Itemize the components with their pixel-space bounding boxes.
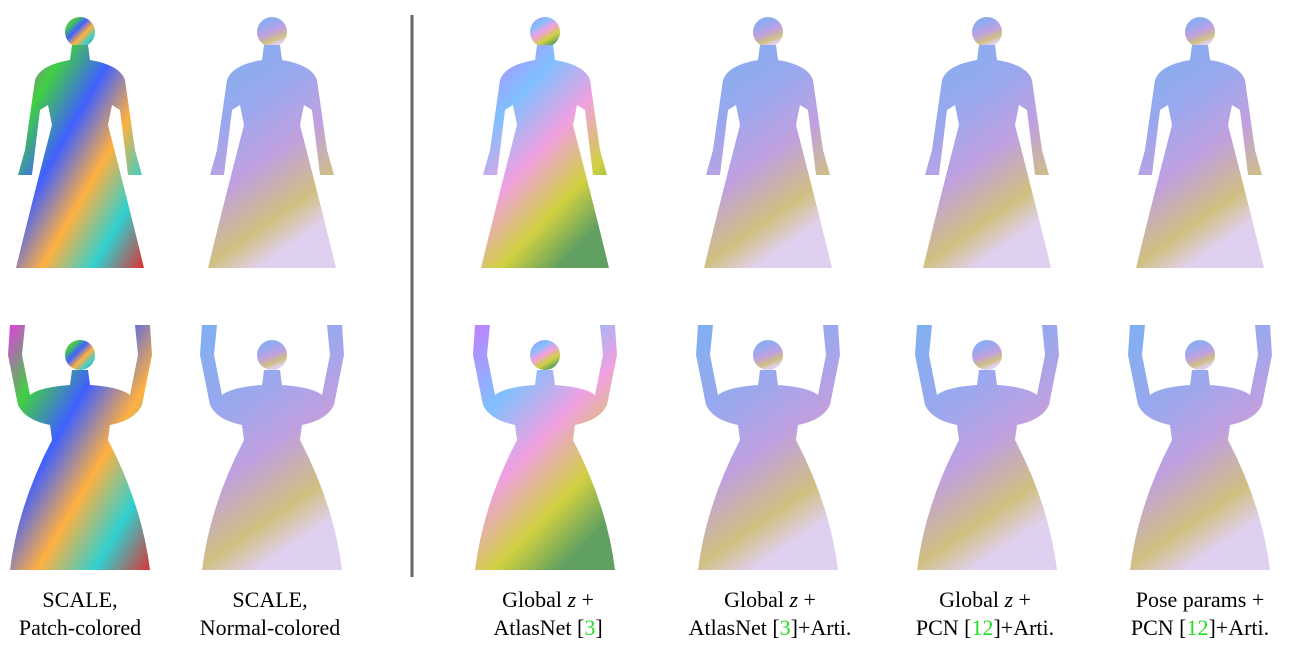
caption-text: Global	[502, 587, 567, 612]
caption-line: Global z +	[438, 586, 658, 614]
caption-text: z	[567, 587, 576, 612]
caption-text: ]	[595, 615, 602, 640]
body-atlasnet-arti	[696, 325, 840, 570]
caption-text: Global	[939, 587, 1004, 612]
caption-text: Global	[724, 587, 789, 612]
row-standing	[16, 17, 1264, 268]
body-atlasnet	[473, 325, 617, 570]
caption-text: SCALE,	[232, 587, 307, 612]
caption: SCALE, Normal-colored	[160, 586, 380, 642]
caption-text: ]+Arti.	[791, 615, 852, 640]
caption-text: +	[798, 587, 816, 612]
caption-text: AtlasNet [	[689, 615, 780, 640]
body-pcn-arti	[923, 17, 1051, 268]
caption-line: Global z +	[875, 586, 1095, 614]
caption-text: Normal-colored	[200, 615, 341, 640]
body-pose-pcn	[1136, 17, 1264, 268]
citation: 12	[971, 615, 993, 640]
caption-text: Patch-colored	[19, 615, 141, 640]
caption-text: Pose params +	[1136, 587, 1265, 612]
citation: 3	[584, 615, 595, 640]
caption-text: AtlasNet [	[493, 615, 584, 640]
caption-line: SCALE,	[160, 586, 380, 614]
citation: 12	[1186, 615, 1208, 640]
body-normal	[200, 325, 344, 570]
caption-text: PCN [	[916, 615, 972, 640]
caption-text: +	[576, 587, 594, 612]
caption: Global z +AtlasNet [3]	[438, 586, 658, 642]
caption-text: z	[1004, 587, 1013, 612]
caption-line: Pose params +	[1090, 586, 1290, 614]
caption-line: Global z +	[660, 586, 880, 614]
caption-text: ]+Arti.	[1208, 615, 1269, 640]
caption-line: PCN [12]+Arti.	[875, 614, 1095, 642]
body-pose-pcn	[1128, 325, 1272, 570]
figure: SCALE, Patch-colored SCALE, Normal-colored G…	[0, 0, 1290, 658]
caption: Global z +PCN [12]+Arti.	[875, 586, 1095, 642]
caption-line: AtlasNet [3]+Arti.	[660, 614, 880, 642]
caption-text: ]+Arti.	[993, 615, 1054, 640]
caption-text: z	[789, 587, 798, 612]
body-atlasnet-arti	[704, 17, 832, 268]
caption-line: Normal-colored	[160, 614, 380, 642]
body-pcn-arti	[915, 325, 1059, 570]
caption-line: AtlasNet [3]	[438, 614, 658, 642]
citation: 3	[780, 615, 791, 640]
body-normal	[208, 17, 336, 268]
caption-line: PCN [12]+Arti.	[1090, 614, 1290, 642]
caption: Global z +AtlasNet [3]+Arti.	[660, 586, 880, 642]
body-patch	[8, 325, 152, 570]
caption: Pose params +PCN [12]+Arti.	[1090, 586, 1290, 642]
body-patch	[16, 17, 144, 268]
caption-text: PCN [	[1131, 615, 1187, 640]
figure-art	[0, 0, 1290, 658]
caption-text: +	[1013, 587, 1031, 612]
caption-text: SCALE,	[42, 587, 117, 612]
body-atlasnet	[481, 17, 609, 268]
row-raised	[8, 325, 1272, 570]
